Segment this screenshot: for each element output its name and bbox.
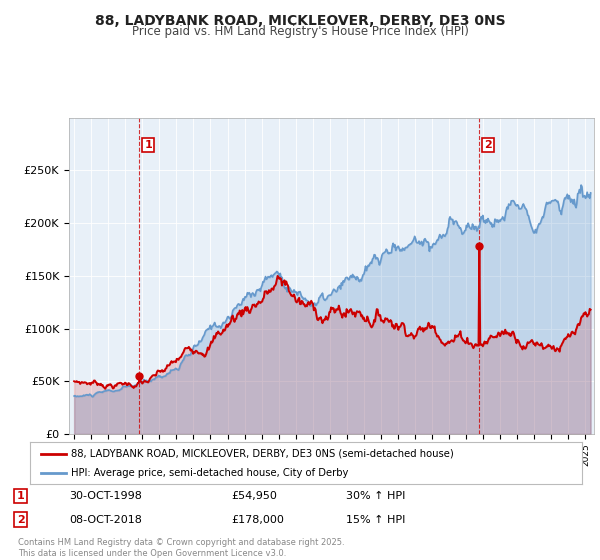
Text: £178,000: £178,000 bbox=[231, 515, 284, 525]
Text: 15% ↑ HPI: 15% ↑ HPI bbox=[346, 515, 406, 525]
Text: 1: 1 bbox=[17, 491, 25, 501]
Text: 2: 2 bbox=[484, 140, 492, 150]
Text: £54,950: £54,950 bbox=[231, 491, 277, 501]
Text: 30% ↑ HPI: 30% ↑ HPI bbox=[346, 491, 406, 501]
Text: 30-OCT-1998: 30-OCT-1998 bbox=[70, 491, 142, 501]
Text: 88, LADYBANK ROAD, MICKLEOVER, DERBY, DE3 0NS (semi-detached house): 88, LADYBANK ROAD, MICKLEOVER, DERBY, DE… bbox=[71, 449, 454, 459]
Text: Contains HM Land Registry data © Crown copyright and database right 2025.
This d: Contains HM Land Registry data © Crown c… bbox=[18, 538, 344, 558]
Text: 2: 2 bbox=[17, 515, 25, 525]
Text: HPI: Average price, semi-detached house, City of Derby: HPI: Average price, semi-detached house,… bbox=[71, 468, 349, 478]
Text: 08-OCT-2018: 08-OCT-2018 bbox=[70, 515, 142, 525]
Text: 88, LADYBANK ROAD, MICKLEOVER, DERBY, DE3 0NS: 88, LADYBANK ROAD, MICKLEOVER, DERBY, DE… bbox=[95, 14, 505, 28]
Text: 1: 1 bbox=[145, 140, 152, 150]
Text: Price paid vs. HM Land Registry's House Price Index (HPI): Price paid vs. HM Land Registry's House … bbox=[131, 25, 469, 38]
